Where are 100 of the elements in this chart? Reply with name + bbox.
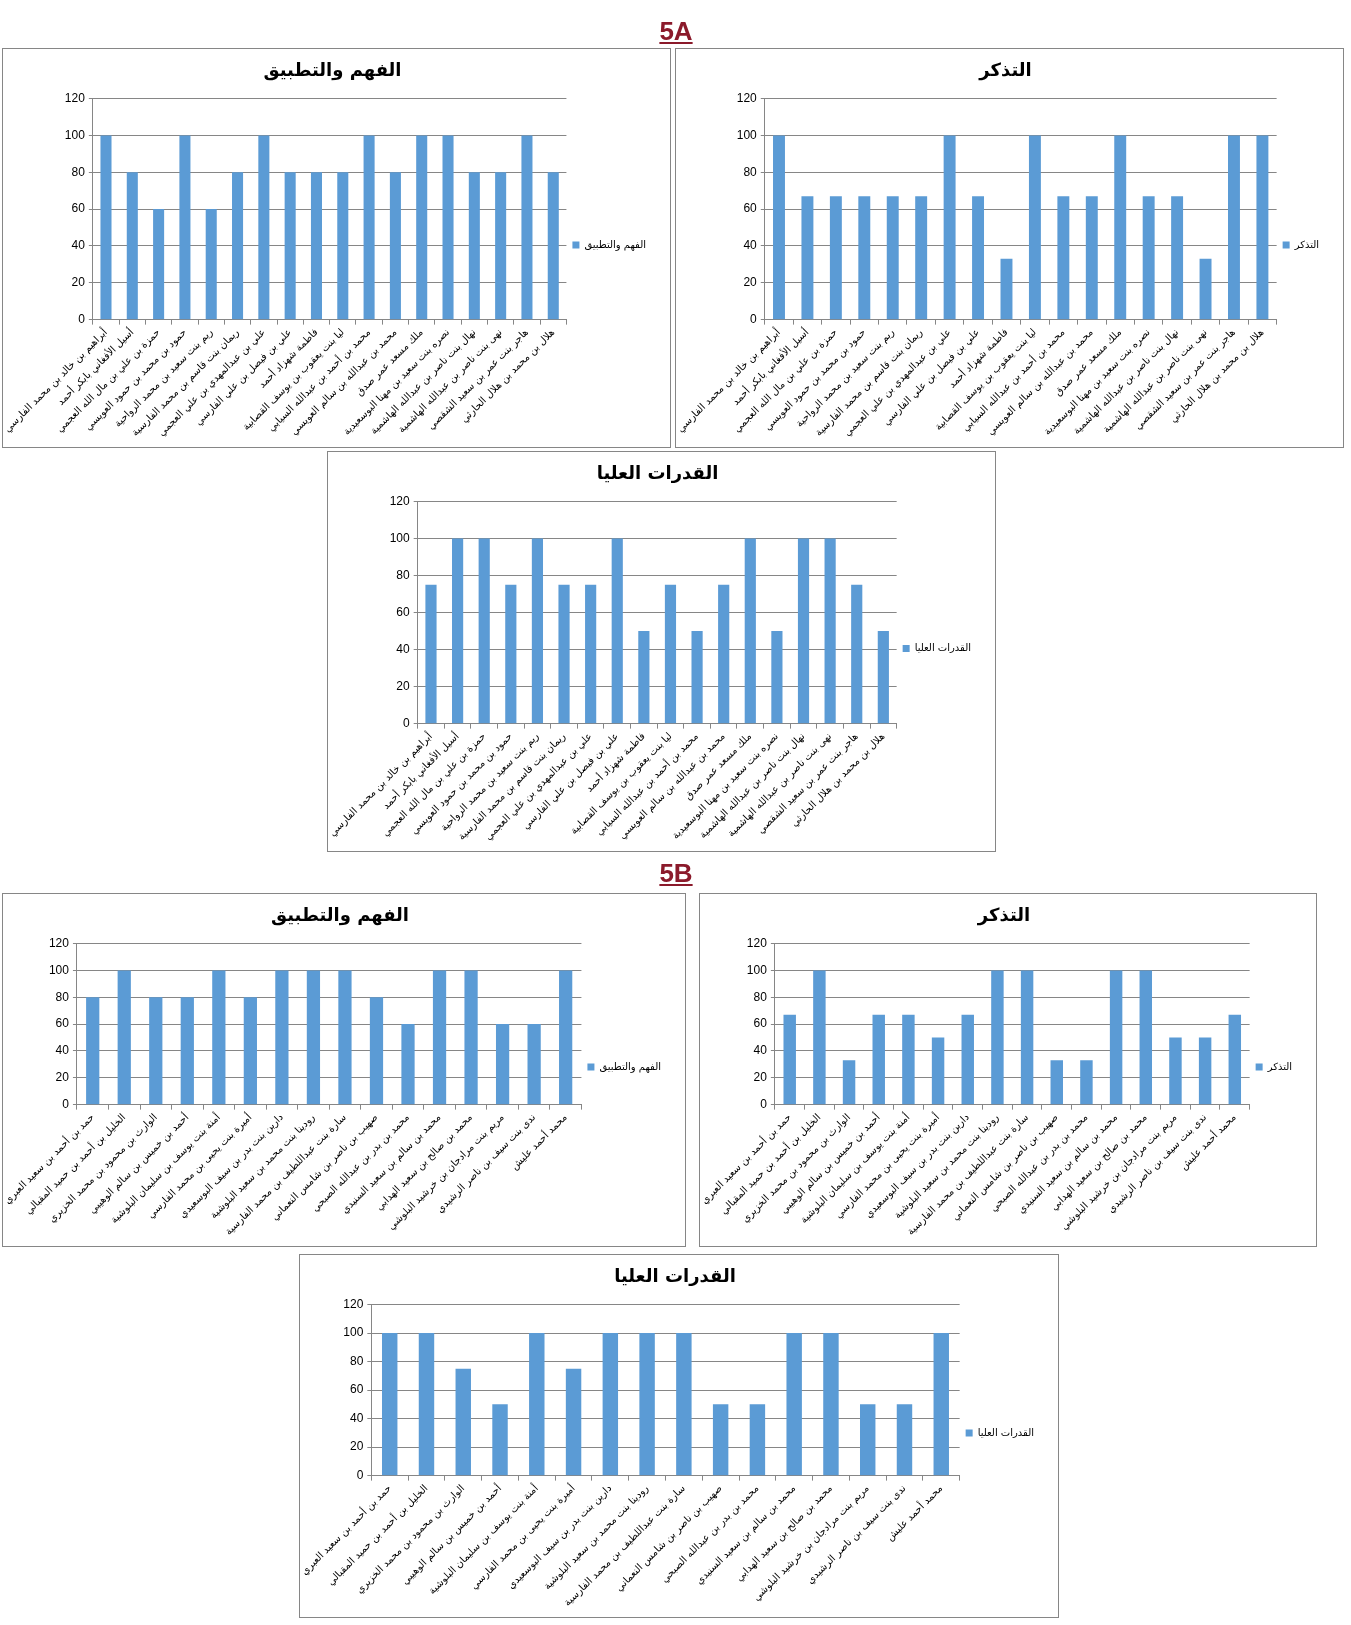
bar xyxy=(1139,970,1153,1105)
bar xyxy=(86,997,100,1105)
bar xyxy=(505,584,517,724)
y-tick-label: 40 xyxy=(55,1043,70,1058)
y-tick-label: 60 xyxy=(743,201,758,216)
bar xyxy=(902,1014,915,1105)
bar xyxy=(829,196,842,320)
y-tick-label: 60 xyxy=(753,1016,768,1031)
y-tick-label: 100 xyxy=(736,127,758,142)
bar xyxy=(258,135,270,320)
bar xyxy=(813,970,826,1105)
chart-title: التذكر xyxy=(976,904,1031,927)
y-tick-label: 40 xyxy=(349,1410,364,1425)
bar xyxy=(243,997,257,1105)
y-tick-label: 40 xyxy=(71,238,86,253)
bar xyxy=(425,584,437,724)
bar xyxy=(872,1014,885,1105)
bar xyxy=(771,631,783,724)
chart-title: الفهم والتطبيق xyxy=(270,904,410,927)
y-tick-label: 60 xyxy=(55,1016,70,1031)
bar xyxy=(585,584,597,724)
bar xyxy=(117,970,131,1105)
y-tick-label: 100 xyxy=(746,962,768,977)
bar xyxy=(1050,1060,1063,1105)
bar xyxy=(432,970,447,1105)
y-tick-label: 80 xyxy=(349,1353,364,1368)
y-tick-label: 80 xyxy=(71,164,86,179)
text: 5A xyxy=(659,15,693,47)
bar xyxy=(492,1404,508,1476)
bar xyxy=(1169,1037,1182,1105)
bar xyxy=(783,1014,796,1105)
bar xyxy=(442,135,454,320)
y-tick-label: 0 xyxy=(760,1096,768,1111)
legend-label: التذكر xyxy=(1293,238,1319,250)
y-tick-label: 60 xyxy=(349,1382,364,1397)
bar xyxy=(149,997,163,1105)
bar xyxy=(718,584,730,724)
chart-title: التذكر xyxy=(978,59,1032,82)
bar xyxy=(1020,970,1034,1105)
y-tick-label: 80 xyxy=(396,567,410,582)
bar xyxy=(744,538,756,724)
y-tick-label: 0 xyxy=(750,311,758,326)
y-tick-label: 40 xyxy=(396,641,410,656)
bar xyxy=(639,1333,655,1476)
bar xyxy=(179,135,191,320)
bar xyxy=(1228,135,1240,320)
y-tick-label: 40 xyxy=(753,1043,768,1058)
bar xyxy=(823,1333,839,1476)
bar xyxy=(1228,1014,1242,1105)
bar xyxy=(455,1368,471,1476)
bar xyxy=(801,196,814,320)
y-tick-label: 60 xyxy=(396,604,410,619)
bar xyxy=(275,970,289,1105)
y-tick-label: 100 xyxy=(343,1325,364,1340)
bar xyxy=(401,1024,415,1105)
bar xyxy=(153,209,165,320)
bar xyxy=(464,970,478,1105)
bar xyxy=(877,631,889,724)
bar xyxy=(1142,196,1155,320)
bar xyxy=(824,538,836,724)
y-tick-label: 100 xyxy=(64,127,86,142)
y-tick-label: 20 xyxy=(753,1070,768,1085)
bar xyxy=(310,172,322,320)
bar xyxy=(842,1060,856,1105)
bar xyxy=(495,1024,510,1105)
bar xyxy=(886,196,899,320)
bar xyxy=(521,135,533,320)
y-tick-label: 120 xyxy=(48,935,70,950)
bar xyxy=(749,1404,766,1476)
bar xyxy=(1109,970,1123,1105)
bar xyxy=(664,584,677,724)
bar xyxy=(527,1024,541,1105)
y-tick-label: 120 xyxy=(64,90,86,105)
chart-title: الفهم والتطبيق xyxy=(263,59,402,82)
bar xyxy=(851,584,863,724)
y-tick-label: 0 xyxy=(62,1096,70,1111)
bar xyxy=(691,631,703,724)
y-tick-label: 80 xyxy=(55,989,70,1004)
y-tick-label: 20 xyxy=(396,678,410,693)
legend-label: القدرات العليا xyxy=(914,642,971,654)
y-tick-label: 0 xyxy=(403,715,410,730)
bar xyxy=(972,196,985,320)
bar xyxy=(478,538,490,724)
bar xyxy=(565,1368,582,1476)
y-tick-label: 20 xyxy=(349,1439,364,1454)
bar xyxy=(676,1333,692,1476)
bar xyxy=(212,970,226,1105)
bar xyxy=(418,1333,435,1476)
bar xyxy=(1171,196,1184,320)
bar xyxy=(529,1333,545,1476)
y-tick-label: 120 xyxy=(389,493,410,508)
bar xyxy=(180,997,194,1105)
bar xyxy=(205,209,217,320)
y-tick-label: 60 xyxy=(71,201,86,216)
bar xyxy=(452,538,464,724)
bar xyxy=(773,135,785,320)
bar xyxy=(1114,135,1127,320)
bar xyxy=(338,970,352,1105)
chart-title: القدرات العليا xyxy=(596,462,719,484)
bar xyxy=(531,538,544,724)
